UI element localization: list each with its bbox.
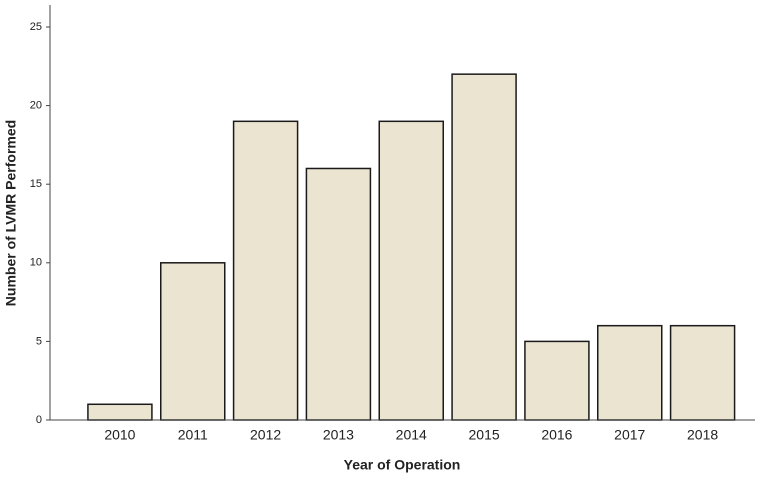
bar <box>597 324 663 421</box>
y-tick-label: 15 <box>30 178 42 190</box>
x-tick-label: 2015 <box>469 427 500 443</box>
x-tick-label: 2012 <box>250 427 281 443</box>
x-tick-label: 2016 <box>541 427 572 443</box>
y-tick-label: 20 <box>30 100 42 112</box>
bar <box>669 324 736 421</box>
bar <box>451 73 517 421</box>
y-tick-label: 25 <box>30 21 42 33</box>
x-tick-label: 2011 <box>178 427 208 443</box>
bar <box>160 262 226 421</box>
y-axis-title: Number of LVMR Performed <box>3 120 19 306</box>
bar <box>378 120 444 421</box>
x-tick-label: 2018 <box>687 427 718 443</box>
bar <box>524 340 590 421</box>
bar <box>232 120 299 421</box>
x-tick-label: 2010 <box>104 427 135 443</box>
x-tick-label: 2013 <box>323 427 354 443</box>
bar <box>305 167 372 421</box>
bar <box>87 403 153 421</box>
x-tick-label: 2014 <box>396 427 427 443</box>
y-tick-label: 5 <box>36 335 42 347</box>
x-tick-label: 2017 <box>614 427 645 443</box>
y-tick-label: 0 <box>36 414 42 426</box>
y-tick-label: 10 <box>30 257 42 269</box>
x-axis-title: Year of Operation <box>344 457 461 473</box>
